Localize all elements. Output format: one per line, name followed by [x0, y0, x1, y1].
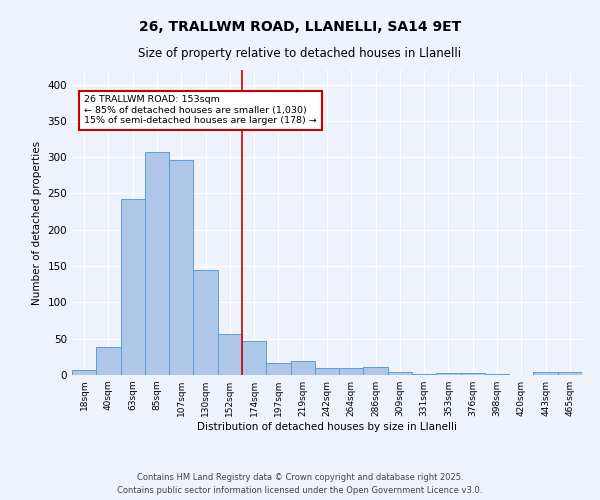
Bar	[266, 362, 290, 375]
Bar	[412, 374, 436, 375]
Bar	[558, 372, 582, 375]
Text: 26 TRALLWM ROAD: 153sqm
← 85% of detached houses are smaller (1,030)
15% of semi: 26 TRALLWM ROAD: 153sqm ← 85% of detache…	[84, 96, 317, 125]
Bar	[169, 160, 193, 375]
Bar	[72, 370, 96, 375]
Bar	[96, 348, 121, 375]
Bar	[339, 368, 364, 375]
Text: Contains public sector information licensed under the Open Government Licence v3: Contains public sector information licen…	[118, 486, 482, 495]
Bar	[485, 374, 509, 375]
Bar	[315, 368, 339, 375]
Bar	[121, 198, 145, 375]
X-axis label: Distribution of detached houses by size in Llanelli: Distribution of detached houses by size …	[197, 422, 457, 432]
Bar	[218, 334, 242, 375]
Bar	[364, 367, 388, 375]
Y-axis label: Number of detached properties: Number of detached properties	[32, 140, 42, 304]
Bar	[388, 372, 412, 375]
Text: Contains HM Land Registry data © Crown copyright and database right 2025.: Contains HM Land Registry data © Crown c…	[137, 472, 463, 482]
Bar	[193, 270, 218, 375]
Bar	[242, 341, 266, 375]
Bar	[461, 373, 485, 375]
Text: 26, TRALLWM ROAD, LLANELLI, SA14 9ET: 26, TRALLWM ROAD, LLANELLI, SA14 9ET	[139, 20, 461, 34]
Bar	[533, 372, 558, 375]
Text: Size of property relative to detached houses in Llanelli: Size of property relative to detached ho…	[139, 48, 461, 60]
Bar	[145, 152, 169, 375]
Bar	[436, 373, 461, 375]
Bar	[290, 361, 315, 375]
